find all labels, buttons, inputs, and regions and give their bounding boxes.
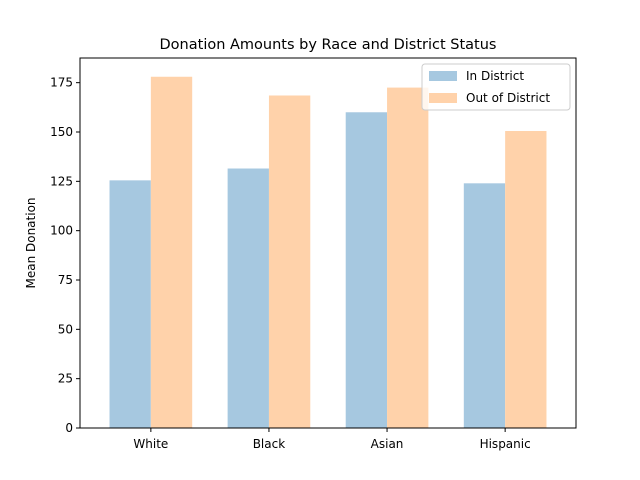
y-tick-label: 150	[50, 125, 73, 139]
legend-swatch	[429, 93, 457, 103]
x-tick-label: Hispanic	[480, 437, 531, 451]
y-tick-label: 125	[50, 174, 73, 188]
y-axis-label: Mean Donation	[24, 197, 38, 288]
bar-in-district-hispanic	[463, 183, 506, 428]
y-tick-label: 175	[50, 76, 73, 90]
legend-label: In District	[466, 69, 524, 83]
y-tick-label: 50	[58, 322, 73, 336]
bar-in-district-black	[227, 168, 269, 428]
bar-in-district-white	[109, 180, 151, 428]
legend-label: Out of District	[466, 91, 550, 105]
chart-title: Donation Amounts by Race and District St…	[160, 37, 497, 53]
legend-box	[421, 63, 571, 111]
x-axis: White Black Asian Hispanic	[133, 428, 531, 451]
bar-out-of-district-asian	[387, 87, 429, 428]
x-tick-label: Asian	[371, 437, 404, 451]
legend: In District Out of District	[421, 63, 571, 111]
axes-group	[79, 57, 577, 429]
plot-frame	[79, 57, 577, 429]
bar-out-of-district-black	[268, 95, 311, 429]
bar-out-of-district-white	[150, 76, 193, 428]
bar-in-district-asian	[345, 112, 388, 429]
y-axis: 0 25 50 75 100 125 150 175	[50, 76, 80, 435]
bar-out-of-district-hispanic	[505, 131, 547, 428]
y-tick-label: 100	[50, 224, 73, 238]
legend-swatch	[429, 71, 457, 81]
x-tick-label: Black	[253, 437, 286, 451]
x-tick-label: White	[133, 437, 168, 451]
y-tick-label: 0	[65, 421, 73, 435]
y-tick-label: 25	[58, 372, 73, 386]
y-tick-label: 75	[58, 273, 73, 287]
bars-group	[109, 76, 547, 429]
